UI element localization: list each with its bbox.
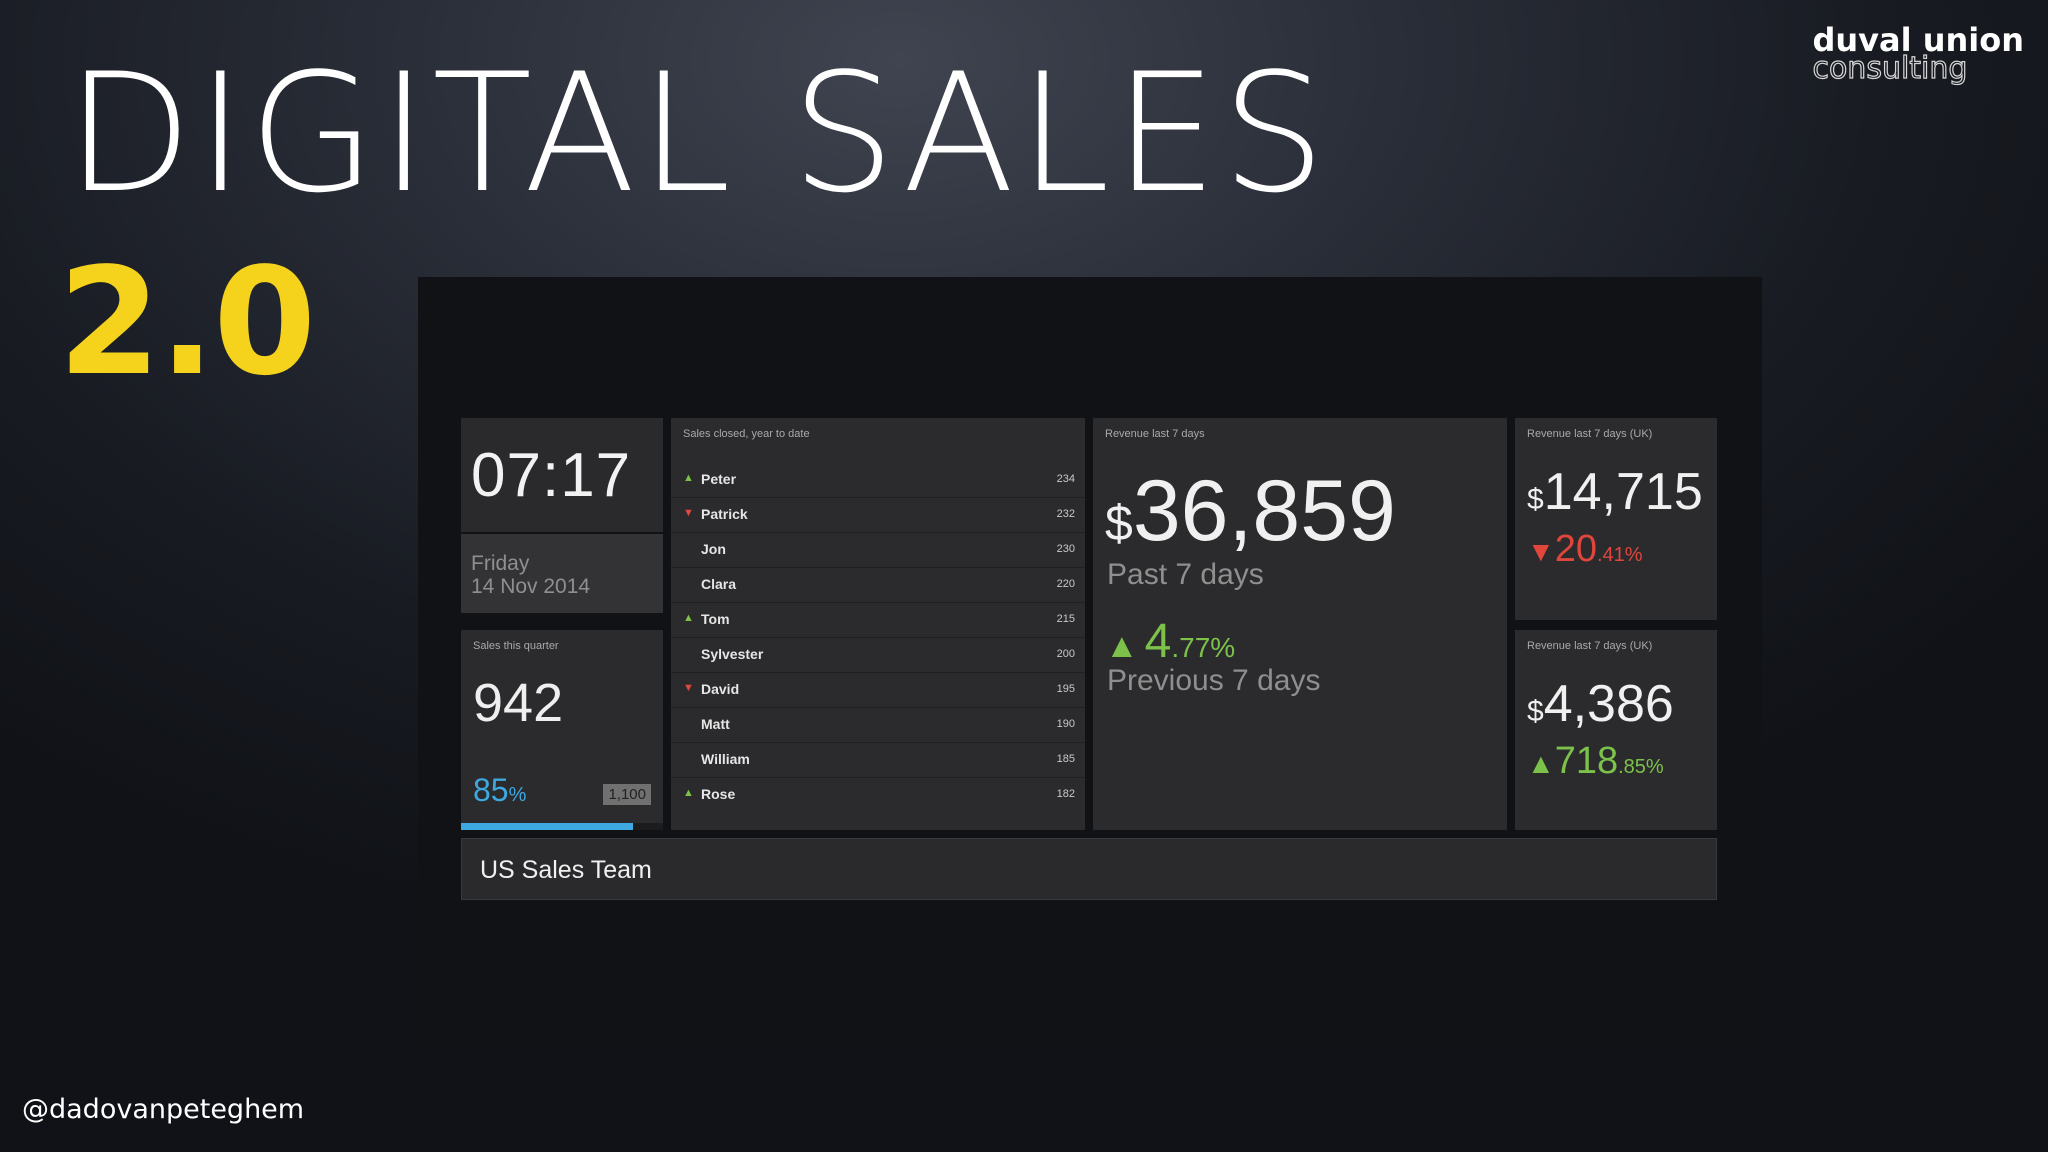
clock-widget: 07:17	[461, 418, 663, 532]
revenue-comparison: Previous 7 days	[1107, 664, 1321, 697]
currency-symbol: $	[1527, 483, 1544, 516]
list-item: ▲ Clara 220	[671, 568, 1085, 603]
version-label: 2.0	[58, 236, 316, 408]
change-decimal: .77%	[1171, 632, 1236, 663]
list-item: ▲ Matt 190	[671, 708, 1085, 743]
list-item-value: 230	[1056, 543, 1075, 555]
trend-none-icon: ▲	[683, 717, 694, 729]
widget-title: Sales this quarter	[473, 640, 559, 652]
triangle-down-icon: ▼	[1527, 536, 1555, 567]
slide-title: DIGITAL SALES	[66, 38, 1330, 229]
list-item-value: 234	[1056, 473, 1075, 485]
list-item: ▲ William 185	[671, 743, 1085, 778]
revenue-change: ▲ 4.77%	[1105, 614, 1235, 669]
widget-title: Revenue last 7 days (UK)	[1527, 428, 1653, 440]
list-item-value: 232	[1056, 508, 1075, 520]
change-integer: 20	[1554, 528, 1597, 570]
list-item: ▲ Tom 215	[671, 603, 1085, 638]
uk-amount: $14,715	[1527, 462, 1703, 522]
clock-day: Friday	[471, 552, 530, 575]
quarter-value: 942	[473, 673, 564, 733]
revenue-amount: $36,859	[1105, 462, 1396, 561]
sales-quarter-widget: Sales this quarter 942 85% 1,100	[461, 630, 663, 830]
trend-none-icon: ▲	[683, 542, 694, 554]
list-item-value: 190	[1056, 718, 1075, 730]
trend-down-icon: ▼	[683, 682, 694, 694]
clock-time: 07:17	[471, 441, 632, 510]
list-item-value: 215	[1056, 613, 1075, 625]
team-bar: US Sales Team	[461, 838, 1717, 900]
uk-change: ▲718.85%	[1527, 740, 1664, 783]
date-widget: Friday 14 Nov 2014	[461, 534, 663, 613]
triangle-up-icon: ▲	[1527, 748, 1555, 779]
list-item-name: Patrick	[701, 506, 748, 522]
list-item: ▲ Jon 230	[671, 533, 1085, 568]
list-item: ▼ David 195	[671, 673, 1085, 708]
trend-up-icon: ▲	[683, 787, 694, 799]
currency-symbol: $	[1105, 495, 1133, 551]
list-item-name: Jon	[701, 541, 726, 557]
dashboard-screen: 07:17 Friday 14 Nov 2014 Sales this quar…	[418, 277, 1762, 1045]
list-item: ▲ Rose 182	[671, 778, 1085, 812]
widget-title: Revenue last 7 days (UK)	[1527, 640, 1653, 652]
list-item: ▼ Patrick 232	[671, 498, 1085, 533]
list-item-value: 185	[1056, 753, 1075, 765]
list-item-name: Sylvester	[701, 646, 764, 662]
list-item-name: Tom	[701, 611, 730, 627]
trend-up-icon: ▲	[683, 612, 694, 624]
quarter-progress-fill	[461, 823, 633, 830]
list-item-value: 200	[1056, 648, 1075, 660]
list-item-name: David	[701, 681, 740, 697]
social-handle: @dadovanpeteghem	[22, 1094, 305, 1125]
brand-name: duval union	[1812, 21, 2024, 59]
revenue-uk-widget: Revenue last 7 days (UK) $14,715 ▼20.41%	[1515, 418, 1717, 620]
quarter-percent-unit: %	[508, 784, 527, 806]
list-item-name: Matt	[701, 716, 730, 732]
list-item: ▲ Peter 234	[671, 463, 1085, 498]
quarter-percent-number: 85	[473, 772, 509, 808]
change-integer: 4	[1144, 615, 1172, 668]
quarter-target-badge: 1,100	[603, 784, 651, 805]
triangle-up-icon: ▲	[1105, 627, 1139, 665]
change-decimal: .85%	[1618, 756, 1664, 778]
uk-number: 14,715	[1543, 463, 1703, 521]
leaderboard-list: ▲ Peter 234 ▼ Patrick 232 ▲ Jon 230 ▲ Clara 220 ▲ Tom…	[671, 463, 1085, 812]
revenue-uk-widget-2: Revenue last 7 days (UK) $4,386 ▲718.85%	[1515, 630, 1717, 830]
trend-none-icon: ▲	[683, 577, 694, 589]
change-decimal: .41%	[1597, 544, 1643, 566]
currency-symbol: $	[1527, 695, 1544, 728]
list-item-name: William	[701, 751, 750, 767]
uk-change: ▼20.41%	[1527, 528, 1643, 571]
uk-number: 4,386	[1543, 675, 1674, 733]
brand-subtitle: consulting	[1812, 51, 1968, 86]
uk-amount: $4,386	[1527, 674, 1674, 734]
trend-none-icon: ▲	[683, 752, 694, 764]
brand-logo: duval union consulting	[1812, 24, 2024, 84]
revenue-number: 36,859	[1132, 463, 1396, 559]
list-item-value: 220	[1056, 578, 1075, 590]
revenue-widget: Revenue last 7 days $36,859 Past 7 days …	[1093, 418, 1507, 830]
list-item: ▲ Sylvester 200	[671, 638, 1085, 673]
widget-title: Revenue last 7 days	[1105, 428, 1205, 440]
trend-down-icon: ▼	[683, 507, 694, 519]
list-item-value: 182	[1056, 788, 1075, 800]
quarter-progress-track	[461, 823, 663, 830]
widget-title: Sales closed, year to date	[683, 428, 810, 440]
list-item-name: Clara	[701, 576, 737, 592]
quarter-percent: 85%	[473, 772, 526, 809]
change-integer: 718	[1554, 740, 1619, 782]
leaderboard-widget: Sales closed, year to date ▲ Peter 234 ▼ Pat…	[671, 418, 1085, 830]
revenue-period: Past 7 days	[1107, 558, 1264, 591]
trend-none-icon: ▲	[683, 647, 694, 659]
team-name: US Sales Team	[480, 856, 652, 884]
trend-up-icon: ▲	[683, 472, 694, 484]
list-item-name: Rose	[701, 786, 736, 802]
list-item-value: 195	[1056, 683, 1075, 695]
list-item-name: Peter	[701, 471, 737, 487]
clock-date: 14 Nov 2014	[471, 575, 591, 598]
